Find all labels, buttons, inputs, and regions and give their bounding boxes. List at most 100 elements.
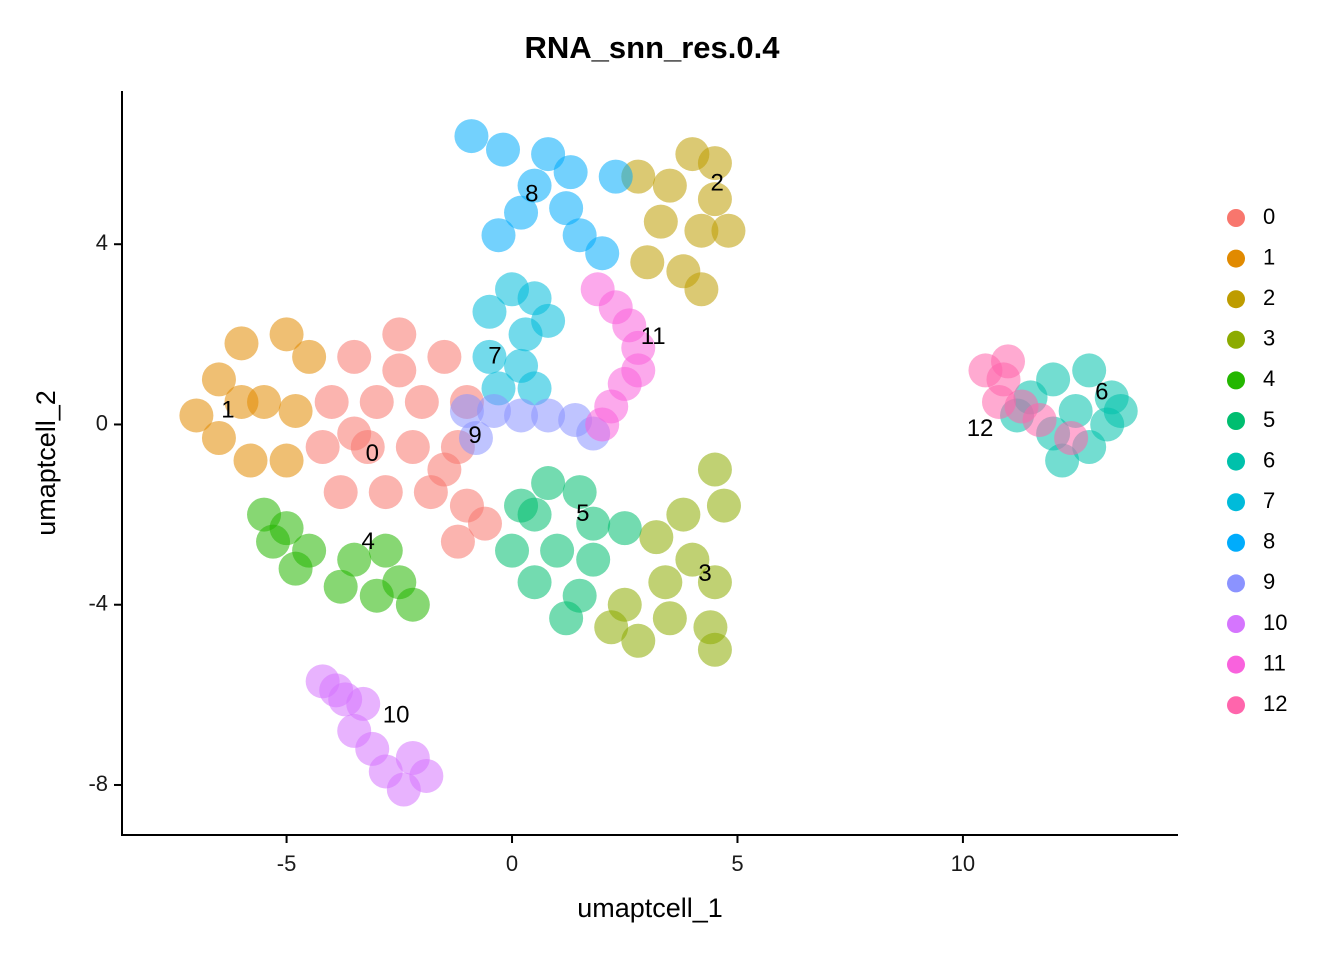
legend-label: 10 (1263, 610, 1287, 635)
chart-title: RNA_snn_res.0.4 (524, 30, 780, 65)
point (269, 443, 304, 478)
point (504, 398, 539, 433)
point (278, 551, 313, 586)
cluster-label: 6 (1095, 379, 1108, 406)
point (697, 182, 732, 217)
point (233, 443, 268, 478)
point (368, 475, 403, 510)
legend-label: 9 (1263, 569, 1275, 594)
legend-marker (1227, 209, 1245, 227)
x-tick-label: 5 (731, 851, 743, 876)
y-tick-label: -8 (88, 771, 108, 796)
legend-marker (1227, 533, 1245, 552)
cluster-label: 11 (641, 323, 666, 350)
point (346, 686, 381, 721)
point (278, 393, 313, 428)
legend-label: 1 (1263, 244, 1275, 269)
point (476, 393, 511, 428)
point (472, 339, 507, 374)
point (337, 542, 372, 577)
point (305, 430, 340, 465)
legend-marker (1227, 574, 1245, 593)
point (585, 407, 620, 442)
cluster-label: 9 (468, 422, 481, 449)
point (427, 339, 462, 374)
legend-label: 6 (1263, 447, 1275, 472)
point (504, 195, 539, 230)
point (337, 416, 372, 451)
legend-marker (1227, 493, 1245, 512)
point (549, 601, 584, 636)
point (1072, 353, 1107, 388)
point (486, 132, 521, 167)
point (382, 353, 417, 388)
point (576, 506, 611, 541)
legend-label: 8 (1263, 529, 1275, 554)
point (706, 488, 741, 523)
point (621, 623, 656, 658)
legend-marker (1227, 452, 1245, 471)
point (697, 565, 732, 600)
point (1058, 393, 1093, 428)
point (598, 159, 633, 194)
cluster-label: 2 (711, 170, 724, 197)
cluster-label: 5 (576, 500, 589, 527)
point (594, 610, 629, 645)
point (179, 398, 214, 433)
point (630, 245, 665, 280)
point (549, 191, 584, 226)
point (652, 601, 687, 636)
x-tick-label: -5 (277, 851, 297, 876)
point (991, 344, 1026, 379)
point (427, 452, 462, 487)
point (368, 533, 403, 568)
point (684, 272, 719, 307)
point (562, 475, 597, 510)
point (697, 452, 732, 487)
point (540, 533, 575, 568)
point (359, 384, 394, 419)
y-tick-label: 4 (96, 230, 108, 255)
legend-label: 7 (1263, 488, 1275, 513)
point (1054, 420, 1089, 455)
point (517, 371, 552, 406)
legend-marker (1227, 615, 1245, 633)
x-tick-label: 0 (506, 851, 518, 876)
cluster-label: 10 (383, 701, 410, 728)
legend-label: 12 (1263, 691, 1287, 716)
point (458, 420, 493, 455)
point (504, 488, 539, 523)
cluster-label: 12 (967, 415, 994, 442)
point (675, 542, 710, 577)
point (201, 420, 236, 455)
legend-label: 4 (1263, 366, 1275, 391)
cluster-label: 0 (366, 440, 379, 467)
legend-marker (1227, 412, 1245, 430)
point (1103, 393, 1138, 428)
legend-label: 3 (1263, 326, 1275, 351)
point (323, 475, 358, 510)
x-axis-title: umaptcell_1 (577, 893, 723, 923)
point (382, 317, 417, 352)
point (395, 430, 430, 465)
legend-marker (1227, 249, 1245, 268)
point (697, 632, 732, 667)
point (531, 303, 566, 338)
point (395, 587, 430, 622)
legend-label: 0 (1263, 204, 1275, 229)
point (576, 542, 611, 577)
point (531, 466, 566, 501)
point (697, 146, 732, 181)
legend-marker (1227, 290, 1245, 309)
point (517, 565, 552, 600)
cluster-label: 1 (221, 397, 234, 424)
legend-marker (1227, 696, 1245, 715)
point (395, 740, 430, 775)
legend-marker (1227, 330, 1245, 349)
point (711, 213, 746, 248)
point (454, 119, 489, 154)
point (256, 524, 291, 559)
point (269, 317, 304, 352)
plot-area (179, 119, 1138, 807)
